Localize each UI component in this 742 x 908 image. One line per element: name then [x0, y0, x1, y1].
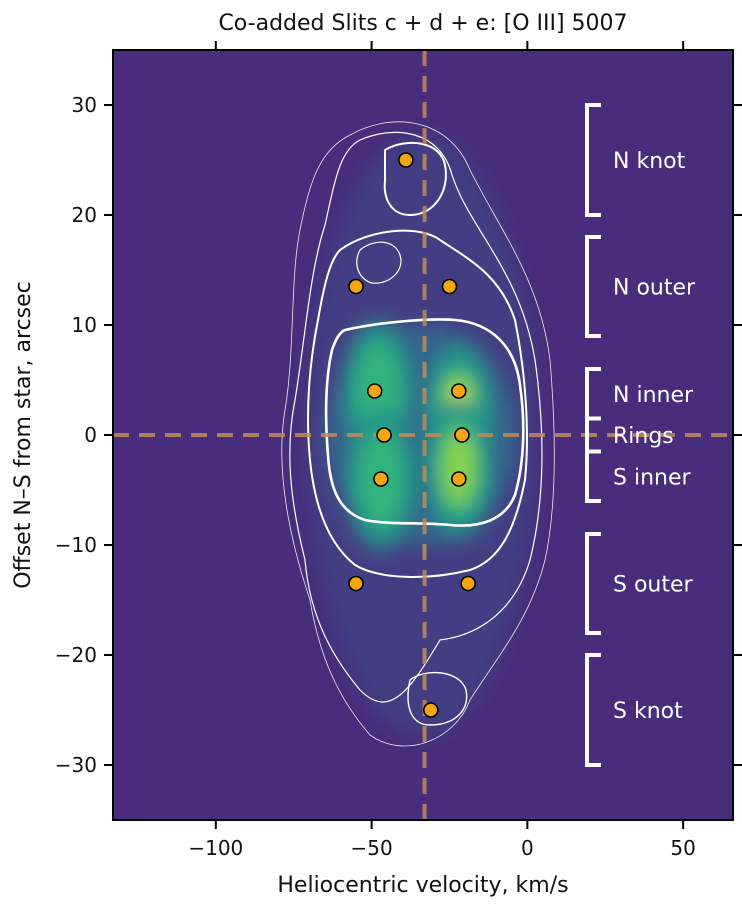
knot-marker	[376, 427, 392, 443]
y-tick-label: −10	[55, 533, 97, 557]
knot-marker	[366, 383, 383, 399]
region-brackets: N knot N outer N inner Rings S inner S outer S…	[585, 103, 696, 767]
region-bracket	[585, 235, 601, 338]
plot-area: N knot N outer N inner Rings S inner S outer S…	[112, 49, 734, 821]
region-label: Rings	[613, 424, 674, 449]
emission-image	[306, 135, 537, 735]
y-tick-label: 10	[72, 313, 97, 337]
region-label: S knot	[613, 699, 683, 724]
x-tick-label: −50	[350, 836, 392, 860]
x-axis-label: Heliocentric velocity, km/s	[277, 873, 568, 898]
contour-mid	[307, 229, 528, 578]
region-bracket	[585, 449, 601, 503]
chart-title: Co-added Slits c + d + e: [O III] 5007	[218, 11, 627, 36]
x-tick-label: 0	[521, 836, 534, 860]
contour-inner	[324, 318, 525, 527]
knot-marker	[460, 575, 476, 592]
knot-marker	[451, 471, 467, 487]
region-bracket	[585, 653, 601, 767]
region-label: N outer	[613, 276, 696, 301]
region-label: N knot	[613, 149, 686, 174]
y-axis-label: Offset N–S from star, arcsec	[11, 281, 36, 589]
region-bracket	[585, 103, 601, 217]
knot-marker	[348, 575, 364, 592]
y-tick-label: −20	[55, 643, 97, 667]
y-tick-label: 20	[72, 203, 97, 227]
region-label: S outer	[613, 573, 694, 598]
x-tick-label: −100	[188, 836, 243, 860]
y-tick-label: −30	[55, 753, 97, 777]
region-label: N inner	[613, 383, 694, 408]
x-tick-label: 50	[670, 836, 695, 860]
knot-marker	[451, 383, 467, 399]
contour-lines	[281, 121, 555, 747]
contour-knot-south	[407, 671, 468, 726]
contour-knot-north	[383, 141, 447, 217]
knot-marker	[441, 278, 458, 295]
knot-marker	[348, 278, 364, 295]
knot-markers	[348, 152, 476, 718]
y-tick-label: 30	[72, 93, 97, 117]
knot-marker	[454, 427, 470, 443]
region-label: S inner	[613, 465, 691, 490]
contour-outer-thin	[281, 121, 555, 747]
knot-marker	[422, 702, 439, 718]
contour-outer	[289, 131, 543, 703]
emission-peak-bright	[442, 432, 475, 504]
contour-hole-north	[356, 241, 402, 284]
y-tick-label: 0	[84, 423, 97, 447]
region-bracket	[585, 532, 601, 635]
knot-marker	[373, 471, 389, 487]
knot-marker	[398, 152, 414, 168]
